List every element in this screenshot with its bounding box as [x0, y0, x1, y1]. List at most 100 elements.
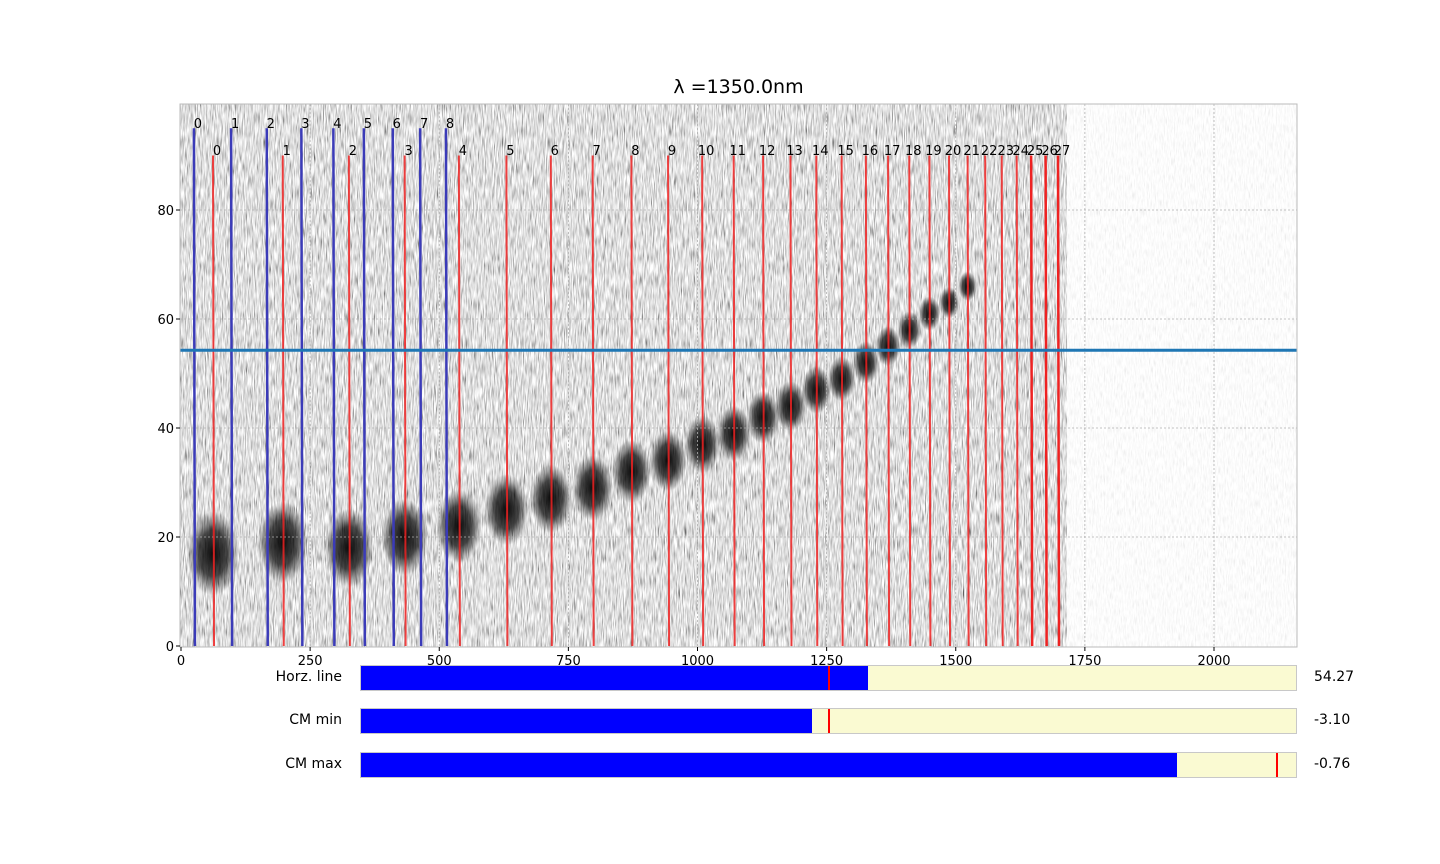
y-tick-label: 0	[166, 640, 174, 655]
red-order-label: 10	[698, 144, 715, 159]
slider-fill	[361, 709, 813, 733]
red-order-label: 22	[981, 144, 998, 159]
red-order-trace	[591, 155, 595, 647]
red-order-label: 14	[812, 144, 829, 159]
red-order-trace	[347, 155, 351, 647]
red-order-trace	[212, 155, 216, 647]
y-tick-label: 80	[157, 204, 174, 219]
slider-label: CM min	[289, 712, 342, 728]
blue-order-trace	[192, 128, 197, 647]
order-traces	[192, 128, 1061, 647]
blue-order-label: 0	[194, 117, 202, 132]
slider-value: -3.10	[1314, 712, 1351, 728]
red-order-trace	[984, 155, 988, 647]
slider-initial-marker	[827, 709, 830, 733]
red-order-label: 12	[759, 144, 776, 159]
red-order-label: 15	[837, 144, 854, 159]
red-order-trace	[1044, 155, 1048, 647]
red-order-trace	[1029, 155, 1034, 647]
red-order-trace	[789, 155, 793, 647]
slider-initial-marker	[827, 666, 830, 690]
blue-order-trace	[229, 128, 234, 647]
red-order-trace	[887, 155, 891, 647]
red-order-label: 21	[963, 144, 980, 159]
red-order-label: 5	[506, 144, 514, 159]
red-order-label: 27	[1054, 144, 1071, 159]
red-order-trace	[966, 155, 970, 647]
plot-frame	[179, 103, 1298, 648]
y-tick-label: 60	[157, 313, 174, 328]
red-order-label: 4	[459, 144, 467, 159]
slider-initial-marker	[1275, 753, 1278, 777]
y-tick-label: 20	[157, 531, 174, 546]
red-order-label: 26	[1041, 144, 1058, 159]
x-tick-label: 0	[177, 654, 185, 669]
red-order-label: 7	[593, 144, 601, 159]
slider-value: -0.76	[1314, 756, 1351, 772]
red-order-trace	[1000, 155, 1004, 647]
red-order-trace	[928, 155, 932, 647]
red-order-label: 16	[862, 144, 879, 159]
blue-order-trace	[265, 128, 269, 647]
red-order-trace	[281, 155, 285, 647]
blue-order-label: 5	[364, 117, 372, 132]
red-order-trace	[667, 155, 671, 647]
red-order-trace	[403, 155, 407, 647]
red-order-label: 11	[729, 144, 746, 159]
red-order-trace	[840, 155, 844, 647]
red-order-trace	[732, 155, 736, 647]
y-tick-label: 40	[157, 422, 174, 437]
red-order-label: 1	[283, 144, 291, 159]
blue-order-trace	[391, 128, 396, 647]
red-order-trace	[864, 155, 868, 647]
red-order-label: 18	[905, 144, 922, 159]
x-tick-label: 250	[298, 654, 323, 669]
red-order-label: 24	[1012, 144, 1029, 159]
red-order-label: 20	[945, 144, 962, 159]
slider-fill	[361, 753, 1178, 777]
slider-track[interactable]	[360, 708, 1297, 734]
blue-order-label: 8	[446, 117, 454, 132]
order-labels: 0 1 2 3 4 5 6 7 80 1 2 3 4 5 6 7 8 9 10 11 12 13 14 15 16 17 18 19 2…	[194, 117, 1071, 159]
red-order-label: 8	[631, 144, 639, 159]
slider-track[interactable]	[360, 752, 1297, 778]
red-order-trace	[630, 155, 634, 647]
red-order-trace	[948, 155, 952, 647]
blue-order-trace	[362, 128, 367, 647]
red-order-trace	[505, 155, 509, 647]
slider-horz-line[interactable]: Horz. line 54.27	[0, 665, 1440, 693]
blue-order-trace	[418, 128, 423, 647]
slider-track[interactable]	[360, 665, 1297, 691]
blue-order-label: 7	[420, 117, 428, 132]
red-order-label: 6	[551, 144, 559, 159]
slider-cm-max[interactable]: CM max -0.76	[0, 752, 1440, 780]
red-order-trace	[1056, 155, 1061, 647]
red-order-label: 25	[1027, 144, 1044, 159]
slider-fill	[361, 666, 869, 690]
slider-label: Horz. line	[275, 669, 342, 685]
red-order-label: 19	[925, 144, 942, 159]
blue-order-label: 2	[267, 117, 275, 132]
red-order-label: 17	[884, 144, 901, 159]
blue-order-label: 6	[393, 117, 401, 132]
blue-order-trace	[300, 128, 304, 647]
grid	[180, 104, 1297, 647]
slider-value: 54.27	[1314, 669, 1355, 685]
red-order-trace	[908, 155, 912, 647]
red-order-label: 23	[997, 144, 1014, 159]
slider-label: CM max	[285, 756, 342, 772]
red-order-trace	[549, 155, 553, 647]
heatmap-image	[180, 104, 1297, 647]
red-order-label: 3	[405, 144, 413, 159]
blue-order-trace	[444, 128, 449, 647]
red-order-label: 0	[213, 144, 221, 159]
red-order-label: 13	[786, 144, 803, 159]
plot-title: λ =1350.0nm	[673, 76, 804, 98]
red-order-trace	[815, 155, 819, 647]
blue-order-label: 4	[333, 117, 341, 132]
slider-cm-min[interactable]: CM min -3.10	[0, 708, 1440, 736]
y-axis: 0 20 40 60 80	[157, 204, 180, 655]
blue-order-trace	[332, 128, 336, 647]
red-order-label: 2	[349, 144, 357, 159]
